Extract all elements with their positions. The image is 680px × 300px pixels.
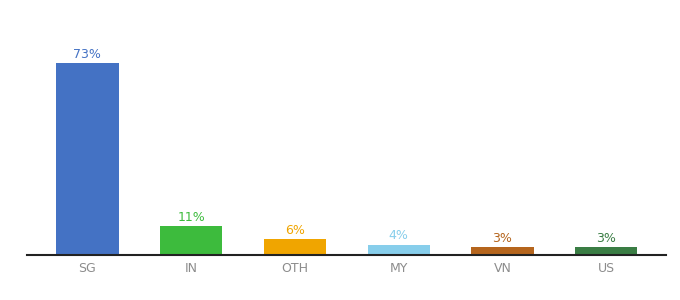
Text: 4%: 4% xyxy=(389,230,409,242)
Bar xyxy=(471,247,534,255)
Bar xyxy=(368,244,430,255)
Text: 3%: 3% xyxy=(596,232,616,245)
Text: 73%: 73% xyxy=(73,48,101,61)
Bar xyxy=(264,239,326,255)
Text: 6%: 6% xyxy=(285,224,305,237)
Text: 11%: 11% xyxy=(177,211,205,224)
Bar xyxy=(160,226,222,255)
Bar xyxy=(575,247,637,255)
Bar xyxy=(56,63,118,255)
Text: 3%: 3% xyxy=(492,232,513,245)
